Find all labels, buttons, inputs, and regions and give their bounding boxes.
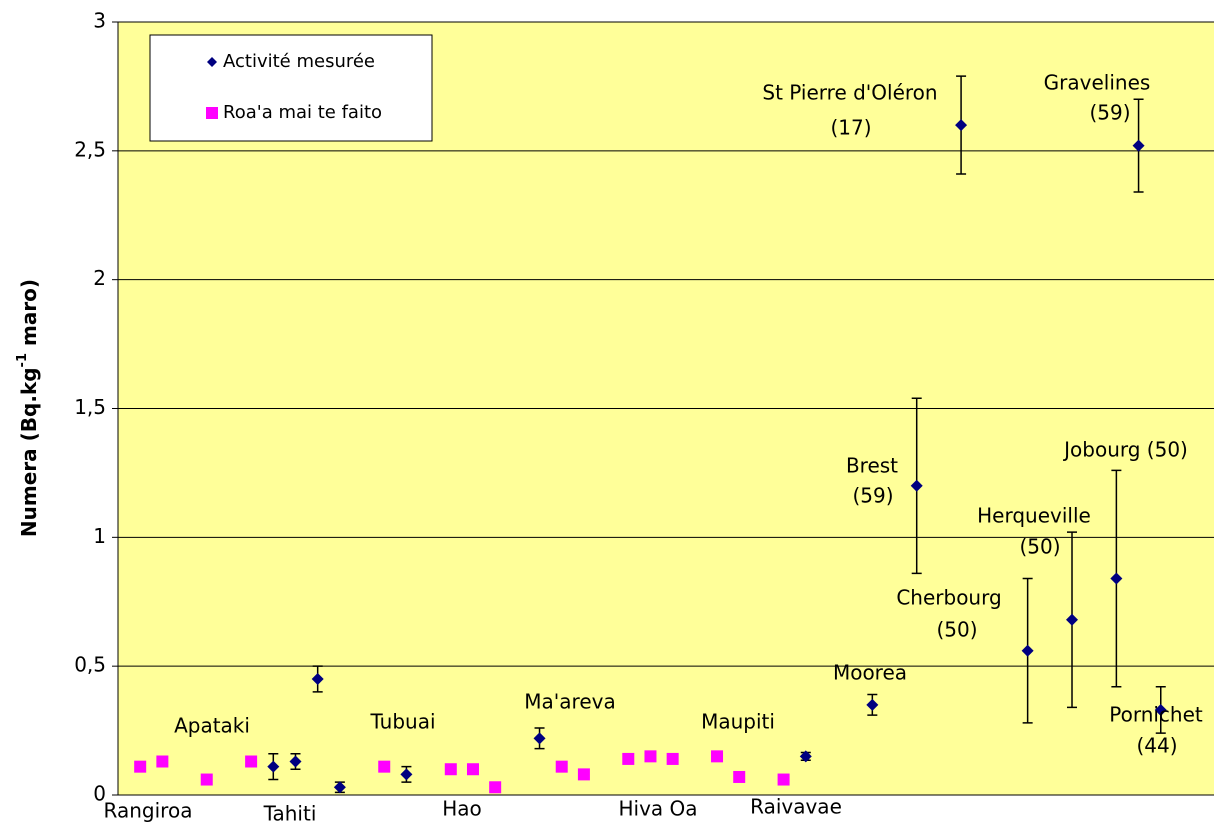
point (444, 763, 457, 776)
annotation: (59) (852, 484, 893, 508)
annotation: Rangiroa (104, 799, 193, 823)
point (555, 760, 568, 773)
annotation: (50) (1019, 535, 1060, 559)
legend-label: Activité mesurée (223, 51, 375, 72)
annotation: Apataki (174, 714, 250, 738)
point (711, 750, 724, 763)
point (955, 119, 968, 132)
y-tick-label: 0 (93, 782, 106, 806)
point (866, 698, 879, 711)
point (777, 773, 790, 786)
point (644, 750, 657, 763)
legend-marker (207, 57, 217, 67)
annotation: Maupiti (701, 710, 775, 734)
point (622, 752, 635, 765)
annotation: Tahiti (263, 802, 317, 823)
annotation: Raivavae (750, 795, 842, 819)
point (156, 755, 169, 768)
annotation: Ma'areva (524, 690, 615, 714)
point (733, 770, 746, 783)
point (134, 760, 147, 773)
point (533, 732, 546, 745)
annotation: Hiva Oa (618, 797, 697, 821)
annotation: St Pierre d'Oléron (762, 81, 937, 105)
point (466, 763, 479, 776)
point (200, 773, 213, 786)
annotation: Tubuai (369, 710, 435, 734)
legend-marker (206, 107, 218, 119)
y-label-sup: -1 (15, 353, 30, 367)
annotation: Brest (846, 454, 898, 478)
annotation: (59) (1089, 101, 1130, 125)
point (799, 750, 812, 763)
point (311, 673, 324, 686)
point (245, 755, 258, 768)
annotation: Hao (442, 797, 482, 821)
y-tick-label: 2 (93, 266, 106, 290)
point (333, 781, 346, 794)
y-tick-label: 1,5 (74, 395, 106, 419)
annotation: (17) (830, 116, 871, 140)
y-label-main: Numera (Bq.kg (17, 367, 41, 537)
annotation: Gravelines (1044, 71, 1151, 95)
point (577, 768, 590, 781)
point (267, 760, 280, 773)
point (910, 479, 923, 492)
y-tick-label: 0,5 (74, 653, 106, 677)
y-label-end: maro) (17, 279, 41, 353)
y-axis-label: Numera (Bq.kg-1 maro) (15, 279, 41, 537)
point (289, 755, 302, 768)
legend-label: Roa'a mai te faito (223, 102, 382, 123)
y-tick-label: 3 (93, 9, 106, 33)
point (1132, 139, 1145, 152)
annotation: Jobourg (50) (1062, 438, 1188, 462)
annotation: Cherbourg (896, 586, 1001, 610)
annotation: Herqueville (977, 504, 1091, 528)
point (666, 752, 679, 765)
y-tick-label: 1 (93, 524, 106, 548)
annotation: Pornichet (1109, 703, 1203, 727)
point (378, 760, 391, 773)
legend-box (149, 34, 433, 142)
annotation: (44) (1136, 734, 1177, 758)
point (1021, 644, 1034, 657)
annotation: Moorea (833, 661, 907, 685)
annotation: (50) (936, 618, 977, 642)
point (1110, 572, 1123, 585)
y-tick-label: 2,5 (74, 137, 106, 161)
point (1154, 703, 1167, 716)
point (1066, 613, 1079, 626)
point (489, 781, 502, 794)
point (400, 768, 413, 781)
